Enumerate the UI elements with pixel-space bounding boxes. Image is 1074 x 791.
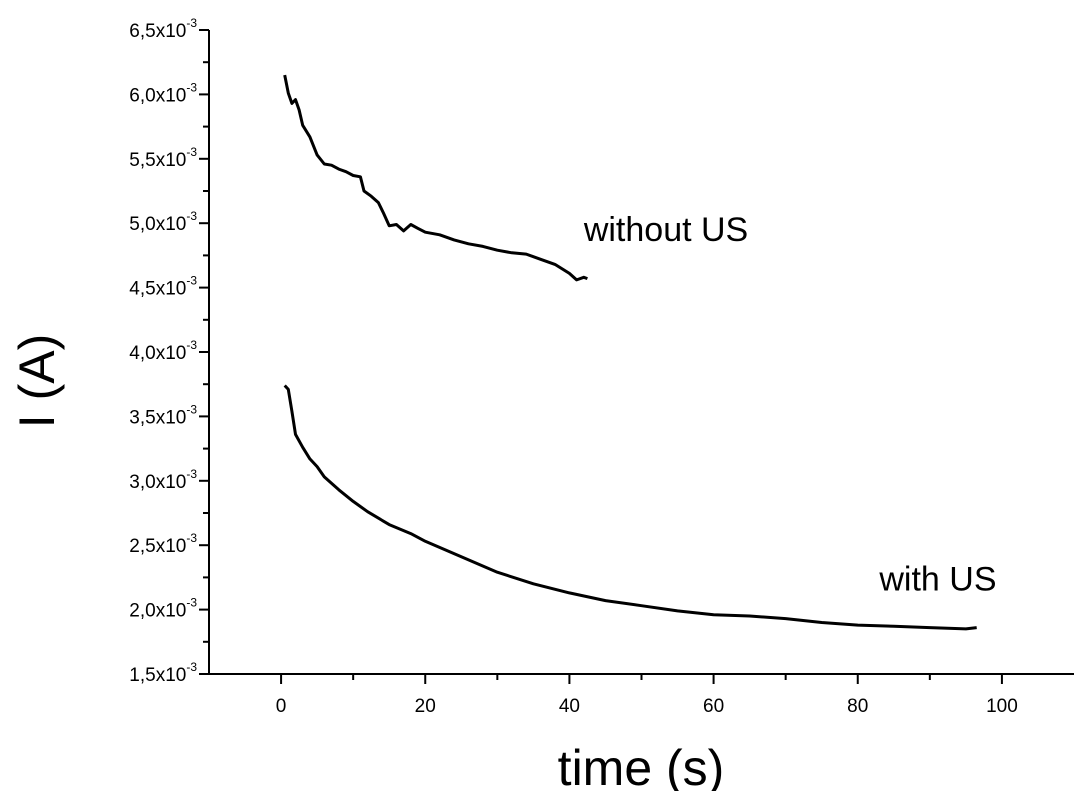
y-tick-exponent: -3 [186,209,197,223]
y-tick-label: 1,5x10-3 [129,660,197,686]
y-tick-exponent: -3 [186,145,197,159]
y-tick-mantissa: 6,5x10 [129,21,186,42]
y-tick-exponent: -3 [186,274,197,288]
y-tick-label: 3,5x10-3 [129,402,197,428]
y-tick-mantissa: 2,0x10 [129,601,186,622]
x-tick-label: 0 [276,696,287,717]
x-tick-label: 60 [703,696,724,717]
series-line-with-us [283,384,977,631]
y-tick-exponent: -3 [186,16,197,30]
y-tick-exponent: -3 [186,338,197,352]
y-tick-mantissa: 4,0x10 [129,343,186,364]
y-tick-exponent: -3 [186,467,197,481]
series-line-without-us [283,74,588,282]
ticks: 0 20 40 60 80 1001,5x10-32,0x10-32,5x10-33,0x… [129,16,1017,717]
annotation-label: with US [878,560,996,598]
y-tick-label: 6,5x10-3 [129,16,197,42]
y-tick-mantissa: 5,0x10 [129,214,186,235]
y-tick-mantissa: 4,5x10 [129,279,186,300]
x-tick-label: 40 [559,696,580,717]
annotations: without US with US [583,211,997,598]
y-tick-exponent: -3 [186,596,197,610]
y-tick-label: 3,0x10-3 [129,467,197,493]
y-tick-label: 6,0x10-3 [129,80,197,106]
y-tick-label: 4,5x10-3 [129,274,197,300]
series-layer [283,74,977,631]
y-tick-exponent: -3 [186,402,197,416]
annotation-label: without US [583,211,748,249]
y-tick-mantissa: 3,5x10 [129,407,186,428]
x-axis-title: time (s) [558,740,725,791]
y-tick-mantissa: 1,5x10 [129,665,186,686]
y-tick-label: 2,0x10-3 [129,596,197,622]
y-tick-mantissa: 2,5x10 [129,536,186,557]
x-tick-label: 80 [847,696,868,717]
y-tick-label: 2,5x10-3 [129,531,197,557]
x-tick-label: 20 [415,696,436,717]
y-tick-mantissa: 5,5x10 [129,150,186,171]
y-tick-exponent: -3 [186,80,197,94]
x-tick-label: 100 [986,696,1018,717]
y-axis-title: I (A) [9,334,65,428]
y-tick-exponent: -3 [186,660,197,674]
y-tick-label: 5,5x10-3 [129,145,197,171]
y-tick-mantissa: 6,0x10 [129,85,186,106]
y-tick-exponent: -3 [186,531,197,545]
y-tick-mantissa: 3,0x10 [129,472,186,493]
y-tick-label: 5,0x10-3 [129,209,197,235]
y-tick-label: 4,0x10-3 [129,338,197,364]
